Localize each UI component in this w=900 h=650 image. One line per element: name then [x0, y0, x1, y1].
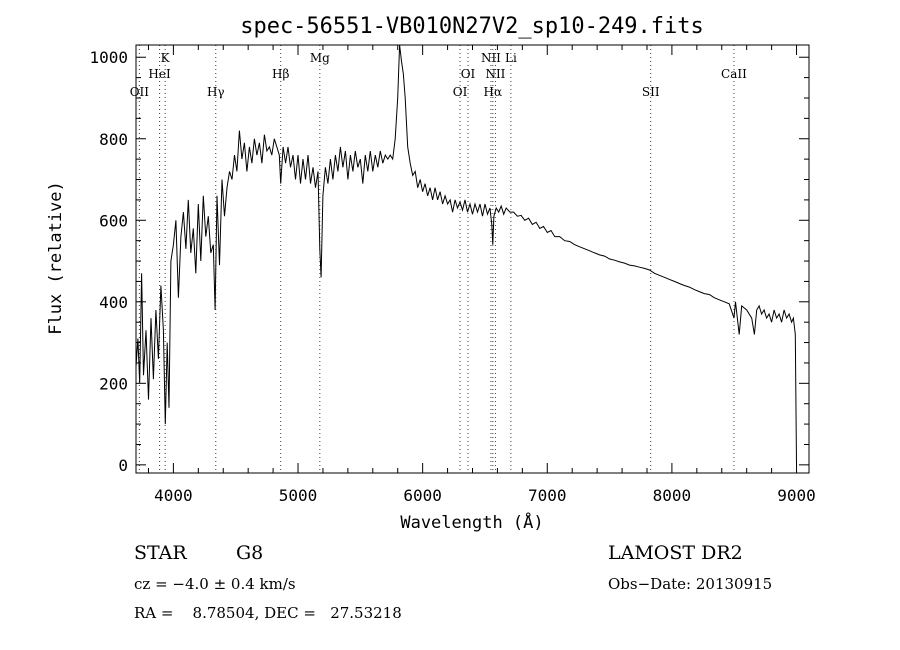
x-tick-label-5: 9000 [777, 486, 816, 505]
y-tick-label-0: 0 [118, 456, 128, 475]
spectrum-line [135, 44, 797, 465]
line-marker-label-4: Hβ [272, 67, 289, 81]
y-tick-label-2: 400 [99, 293, 128, 312]
redshift-text: cz = −4.0 ± 0.4 km/s [134, 575, 296, 593]
x-tick-label-1: 5000 [279, 486, 318, 505]
object-class: STAR [134, 542, 187, 564]
x-tick-label-2: 6000 [403, 486, 442, 505]
survey-name: LAMOST DR2 [608, 542, 743, 564]
y-tick-label-4: 800 [99, 130, 128, 149]
line-marker-label-1: K [161, 51, 171, 65]
line-marker-label-3: Hγ [207, 85, 225, 99]
line-marker-label-5: Mg [310, 51, 330, 65]
line-marker-label-2: HeI [148, 67, 171, 81]
line-marker-label-12: SII [642, 85, 660, 99]
line-marker-label-13: CaII [721, 67, 747, 81]
y-axis-label: Flux (relative) [46, 181, 66, 335]
line-marker-label-0: OII [130, 85, 150, 99]
x-tick-label-0: 4000 [154, 486, 193, 505]
x-axis: 4000 5000 6000 7000 8000 9000 [147, 45, 816, 505]
object-subclass: G8 [236, 542, 264, 564]
obs-date-text: Obs−Date: 20130915 [608, 575, 773, 593]
y-axis: 0 200 400 600 800 1000 [89, 48, 809, 475]
line-marker-label-8: NII [481, 51, 501, 65]
x-axis-label: Wavelength (Å) [400, 511, 543, 533]
line-markers: OII K HeI Hγ Hβ Mg OI OI NII NII Hα Li SII CaII [130, 45, 747, 473]
line-marker-label-11: Li [505, 51, 517, 65]
coords-text: RA = 8.78504, DEC = 27.53218 [134, 604, 402, 622]
line-marker-label-9: NII [485, 67, 505, 81]
y-tick-label-3: 600 [99, 211, 128, 230]
y-tick-label-5: 1000 [89, 48, 128, 67]
y-tick-label-1: 200 [99, 374, 128, 393]
plot-frame [135, 44, 810, 474]
x-tick-label-3: 7000 [528, 486, 567, 505]
chart-title: spec-56551-VB010N27V2_sp10-249.fits [240, 14, 704, 39]
line-marker-label-7: OI [461, 67, 476, 81]
line-marker-label-6: OI [453, 85, 468, 99]
line-marker-label-10: Hα [484, 85, 503, 99]
x-tick-label-4: 8000 [653, 486, 692, 505]
